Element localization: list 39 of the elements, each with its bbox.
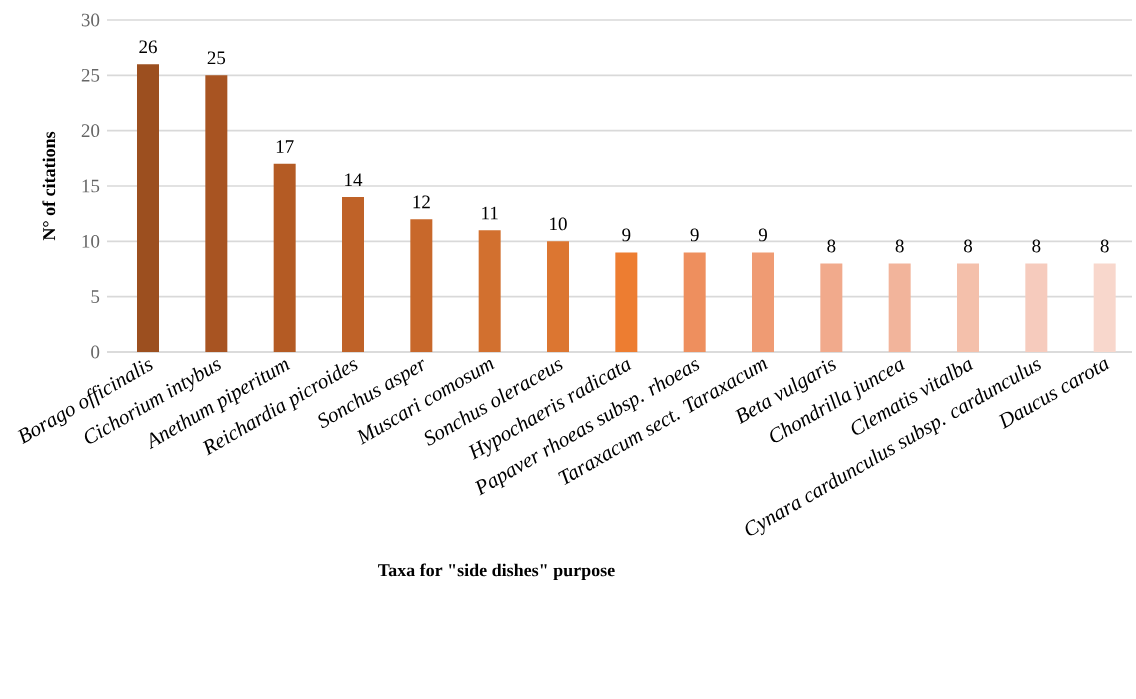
y-tick-label: 5	[91, 290, 100, 303]
data-label: 8	[827, 239, 836, 253]
y-tick-label: 30	[81, 13, 100, 27]
data-label: 9	[622, 228, 631, 242]
bar	[1025, 263, 1048, 352]
bar	[888, 263, 911, 352]
bar	[683, 252, 706, 352]
y-tick-label: 10	[82, 234, 100, 248]
x-axis-title: Taxa for "side dishes" purpose	[378, 563, 615, 580]
bar	[615, 252, 638, 352]
y-tick-label: 15	[82, 179, 100, 193]
bar	[410, 219, 433, 352]
y-tick-label: 0	[91, 345, 100, 359]
bar	[273, 163, 296, 352]
bar	[205, 75, 228, 352]
y-tick-label: 20	[81, 124, 100, 138]
bar	[547, 241, 569, 352]
data-label: 9	[690, 228, 699, 242]
bar	[137, 64, 159, 352]
bar	[957, 263, 979, 352]
y-tick-label: 25	[81, 68, 100, 82]
bar	[478, 230, 501, 352]
data-label: 26	[139, 40, 157, 54]
bar	[1093, 263, 1116, 352]
data-label: 8	[963, 239, 973, 253]
bar	[342, 197, 364, 352]
bar	[820, 263, 843, 352]
data-label: 8	[1032, 239, 1041, 253]
bar	[752, 252, 774, 352]
data-label: 8	[1100, 239, 1109, 253]
y-axis-title: N° of citations	[42, 131, 56, 241]
data-label: 14	[345, 173, 363, 186]
data-label: 10	[550, 217, 567, 231]
data-label: 12	[413, 195, 430, 209]
data-label: 17	[276, 140, 294, 153]
data-label: 8	[895, 239, 904, 253]
data-label: 25	[207, 51, 226, 65]
data-label: 11	[482, 206, 498, 220]
data-label: 9	[758, 228, 767, 242]
